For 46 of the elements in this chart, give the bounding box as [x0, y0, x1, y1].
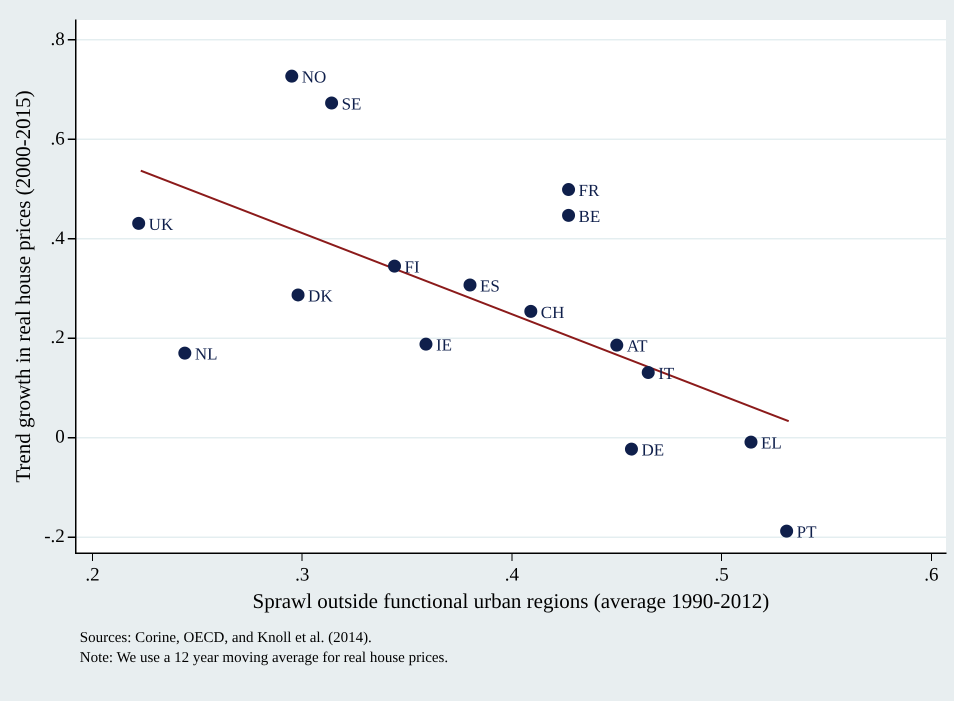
y-axis-title: Trend growth in real house prices (2000-2015): [11, 90, 36, 483]
annotation: EL: [760, 434, 782, 453]
x-tick-label: .4: [504, 564, 520, 586]
annotation: ES: [480, 276, 500, 296]
x-tick-label: .2: [85, 564, 100, 586]
y-tick-label: .2: [50, 327, 65, 348]
annotation: AT: [626, 336, 648, 356]
annotation: FR: [578, 181, 600, 200]
annotation: UK: [148, 214, 174, 234]
annotation: NL: [194, 344, 218, 364]
annotation: BE: [578, 206, 600, 226]
annotation: DE: [641, 440, 664, 460]
x-tick-label: .5: [714, 564, 729, 586]
annotation: SE: [342, 94, 362, 114]
point: [464, 278, 476, 292]
x-tick-label: .6: [924, 564, 938, 586]
point: [562, 208, 576, 222]
point: [524, 304, 538, 318]
point: [178, 346, 192, 360]
point: [388, 260, 402, 273]
annotation: DK: [308, 286, 334, 306]
point: [624, 442, 638, 456]
point: [325, 96, 338, 110]
point: [285, 70, 298, 83]
annotation: PT: [796, 522, 818, 542]
point: [419, 338, 432, 351]
x-tick-label: .3: [295, 564, 310, 586]
annotation: CH: [540, 302, 564, 322]
text: Note: We use a 12 year moving average for real house prices.: [80, 650, 448, 666]
annotation: NO: [302, 68, 326, 87]
point: [132, 216, 146, 230]
y-tick-label: -.2: [44, 526, 65, 548]
point: [642, 366, 655, 380]
y-tick-label: 0: [55, 426, 65, 448]
point: [744, 436, 758, 449]
point: [292, 288, 305, 302]
x-axis-title: Sprawl outside functional urban regions (average 1990-2012): [252, 588, 770, 613]
y-tick-label: .4: [50, 228, 66, 249]
point: [562, 183, 576, 196]
annotation: IE: [436, 336, 452, 355]
y-tick-label: .6: [50, 128, 65, 150]
source-note: Sources: Corine, OECD, and Knoll et al. (2014).: [80, 630, 372, 646]
point: [610, 338, 624, 352]
y-tick-label: .8: [50, 28, 65, 50]
point: [780, 524, 794, 538]
annotation: FI: [404, 258, 420, 277]
